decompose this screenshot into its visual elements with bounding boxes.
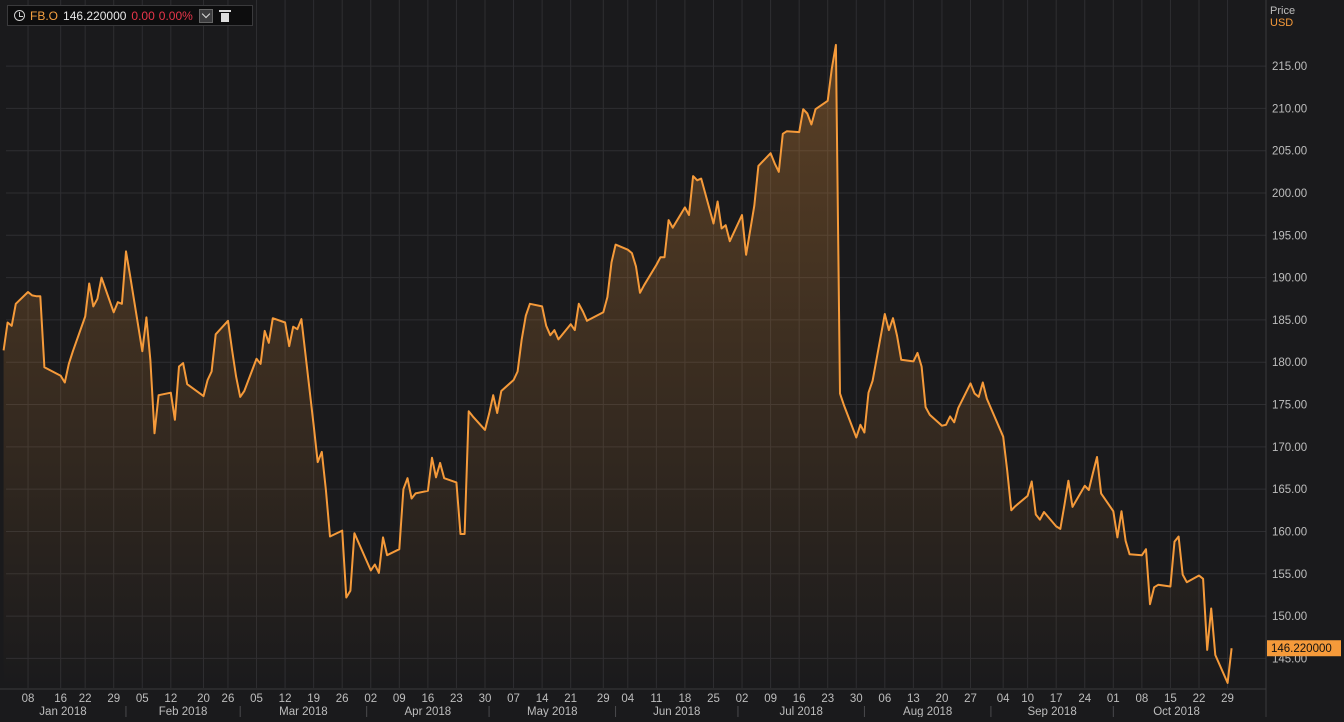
month-label: Apr 2018 — [405, 706, 452, 717]
instrument-symbol[interactable]: FB.O — [30, 8, 59, 23]
x-tick-label: 26 — [222, 693, 235, 705]
x-tick-label: 19 — [307, 693, 320, 705]
y-tick-label: 180.00 — [1272, 357, 1307, 369]
x-tick-label: 20 — [197, 693, 210, 705]
x-tick-label: 13 — [907, 693, 920, 705]
x-tick-label: 29 — [1221, 693, 1234, 705]
x-tick-label: 09 — [764, 693, 777, 705]
y-tick-label: 185.00 — [1272, 315, 1307, 327]
x-tick-label: 29 — [597, 693, 610, 705]
price-series-line — [2, 43, 1233, 684]
y-tick-label: 215.00 — [1272, 61, 1307, 73]
x-tick-label: 05 — [136, 693, 149, 705]
month-label: Sep 2018 — [1027, 706, 1076, 717]
month-label: Jun 2018 — [653, 706, 700, 717]
x-tick-label: 27 — [964, 693, 977, 705]
y-tick-label: 205.00 — [1272, 146, 1307, 158]
x-tick-label: 04 — [997, 693, 1010, 705]
instrument-legend: FB.O 146.220000 0.00 0.00% — [7, 5, 253, 26]
last-price-box — [1267, 640, 1341, 657]
x-tick-label: 23 — [821, 693, 834, 705]
x-tick-label: 22 — [79, 693, 92, 705]
x-tick-label: 08 — [22, 693, 35, 705]
x-tick-label: 09 — [393, 693, 406, 705]
x-tick-label: 11 — [650, 693, 662, 705]
x-tick-label: 16 — [793, 693, 806, 705]
x-tick-label: 16 — [54, 693, 67, 705]
area-fill — [3, 44, 1232, 688]
x-tick-label: 25 — [707, 693, 720, 705]
x-tick-label: 07 — [507, 693, 520, 705]
month-label: Jul 2018 — [779, 706, 822, 717]
x-tick-label: 10 — [1021, 693, 1034, 705]
y-tick-label: 165.00 — [1272, 484, 1307, 496]
month-label: Feb 2018 — [159, 706, 208, 717]
x-tick-label: 18 — [679, 693, 692, 705]
x-axis: 08 16 22 29 05 12 20 26 05 12 19 26 02 09 16 23 30 07 14 21… — [0, 0, 1267, 718]
x-tick-label: 30 — [479, 693, 492, 705]
x-tick-label: 22 — [1193, 693, 1206, 705]
x-tick-label: 08 — [1135, 693, 1148, 705]
y-axis: 145.00 150.00 155.00 160.00 165.00 170.00 175.… — [1272, 61, 1307, 665]
x-tick-label: 30 — [850, 693, 863, 705]
x-tick-label: 29 — [107, 693, 120, 705]
x-tick-label: 01 — [1107, 693, 1120, 705]
last-price-marker: 146.220000 — [1267, 640, 1341, 657]
legend-change-pct: 0.00% — [158, 8, 193, 23]
x-tick-label: 15 — [1164, 693, 1177, 705]
y-tick-label: 195.00 — [1272, 230, 1307, 242]
trash-icon[interactable] — [218, 9, 231, 22]
y-axis-unit: USD — [1270, 17, 1294, 29]
x-tick-label: 17 — [1050, 693, 1063, 705]
y-tick-label: 150.00 — [1272, 611, 1307, 623]
y-tick-label: 170.00 — [1272, 442, 1307, 454]
y-tick-label: 190.00 — [1272, 273, 1307, 285]
month-label: Mar 2018 — [279, 706, 328, 717]
x-tick-label: 24 — [1078, 693, 1091, 705]
clock-icon[interactable] — [14, 10, 25, 21]
y-axis-title: Price — [1270, 5, 1296, 17]
x-tick-label: 26 — [336, 693, 349, 705]
last-price-label: 146.220000 — [1271, 643, 1332, 655]
price-line — [2, 43, 1233, 684]
x-tick-label: 02 — [736, 693, 749, 705]
chevron-down-icon[interactable] — [198, 8, 213, 23]
x-tick-label: 14 — [536, 693, 549, 705]
month-label: Jan 2018 — [39, 706, 86, 717]
y-tick-label: 160.00 — [1272, 526, 1307, 538]
x-tick-label: 04 — [621, 693, 634, 705]
x-tick-label: 23 — [450, 693, 463, 705]
x-tick-label: 05 — [250, 693, 263, 705]
x-tick-label: 21 — [564, 693, 577, 705]
month-label: May 2018 — [527, 706, 578, 717]
y-tick-label: 200.00 — [1272, 188, 1307, 200]
month-label: Aug 2018 — [903, 706, 952, 717]
legend-change: 0.00 — [131, 8, 155, 23]
price-area — [3, 44, 1232, 688]
x-tick-label: 20 — [936, 693, 949, 705]
y-tick-label: 145.00 — [1272, 653, 1307, 665]
x-tick-label: 06 — [878, 693, 891, 705]
x-tick-label: 16 — [421, 693, 434, 705]
x-tick-label: 12 — [279, 693, 292, 705]
x-tick-label: 12 — [164, 693, 177, 705]
x-tick-label: 02 — [364, 693, 377, 705]
legend-price: 146.220000 — [63, 8, 127, 23]
y-tick-label: 175.00 — [1272, 400, 1307, 412]
month-label: Oct 2018 — [1153, 706, 1200, 717]
y-tick-label: 210.00 — [1272, 103, 1307, 115]
y-tick-label: 155.00 — [1272, 569, 1307, 581]
